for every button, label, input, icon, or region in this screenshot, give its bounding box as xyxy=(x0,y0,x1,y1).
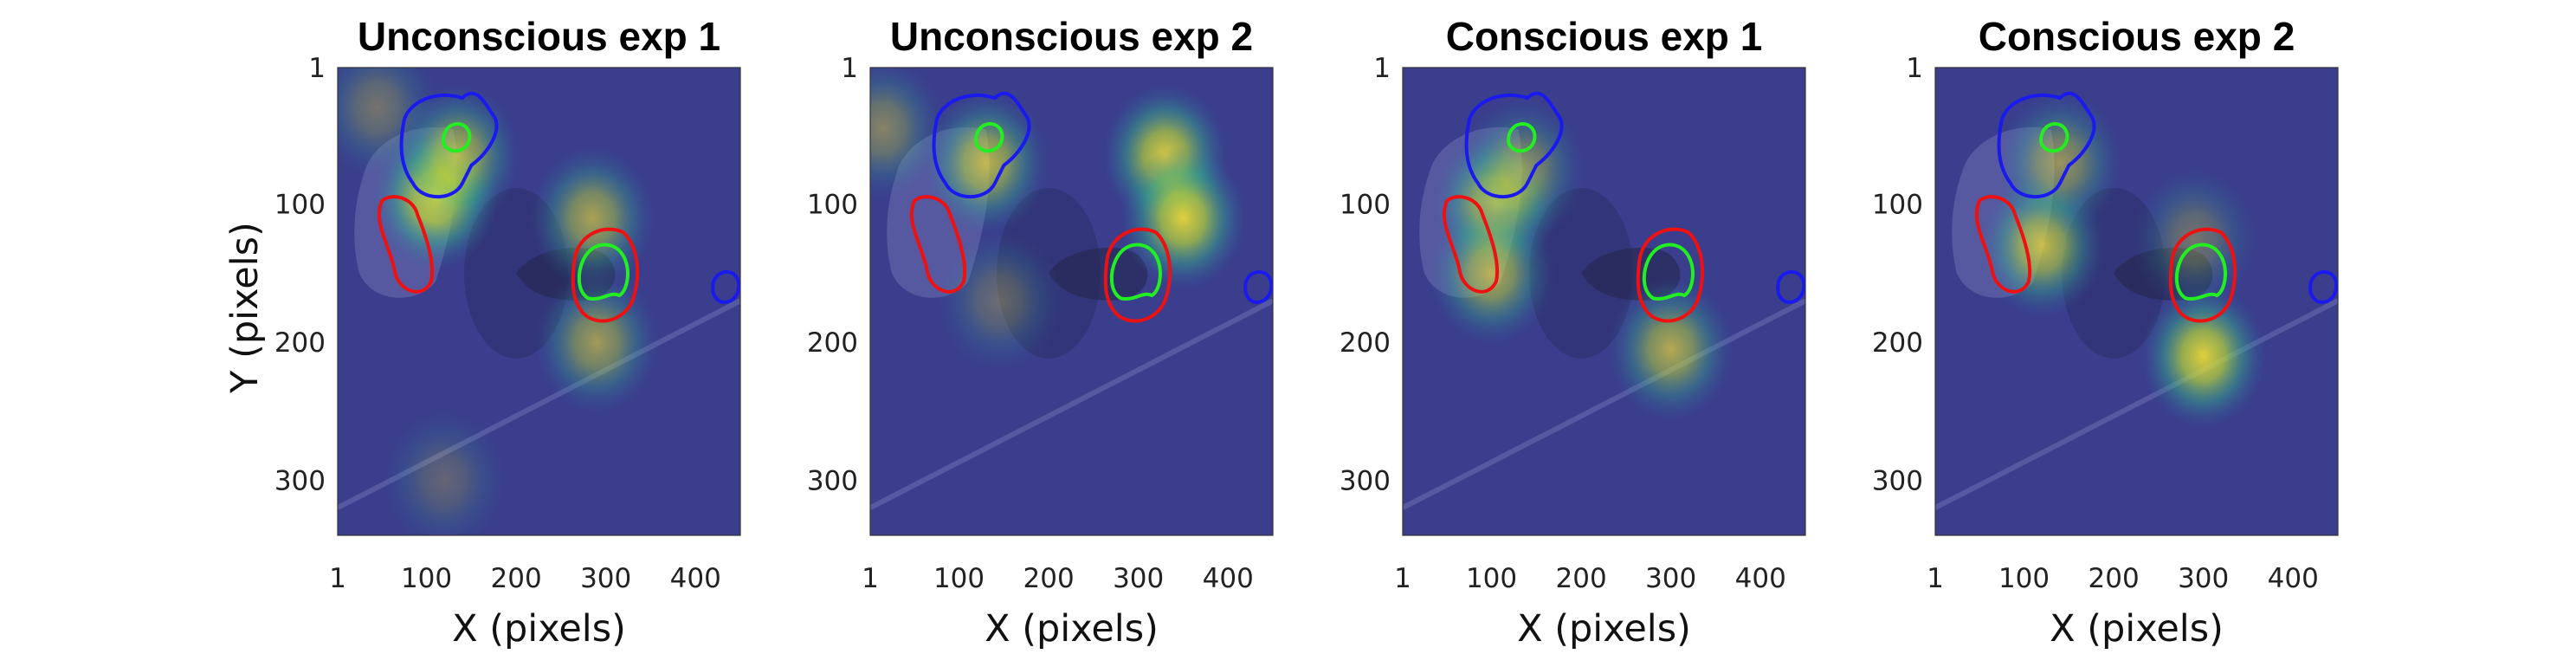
x-axis-label: X (pixels) xyxy=(985,607,1159,651)
roi-contour xyxy=(974,122,1004,153)
x-tick-label: 100 xyxy=(1466,563,1517,594)
y-tick-label: 200 xyxy=(274,327,326,359)
x-axis-label: X (pixels) xyxy=(1517,607,1691,651)
image-scene xyxy=(1935,91,2338,510)
x-tick-label: 300 xyxy=(580,563,631,594)
plot-border xyxy=(869,67,1274,536)
y-tick-label: 1 xyxy=(1373,53,1391,84)
y-tick-label: 300 xyxy=(1872,465,1923,496)
panel-title: Unconscious exp 2 xyxy=(890,14,1253,59)
scene-field-line xyxy=(870,298,1273,510)
x-tick-label: 1 xyxy=(1394,563,1411,594)
y-tick-label: 300 xyxy=(807,465,858,496)
x-tick-label: 200 xyxy=(1556,563,1607,594)
roi-contour xyxy=(1997,91,2096,199)
roi-contour xyxy=(377,195,435,294)
x-tick-label: 100 xyxy=(1998,563,2050,594)
y-tick-label: 100 xyxy=(1340,190,1391,221)
roi-contour xyxy=(1243,269,1273,304)
y-tick-label: 1 xyxy=(841,53,858,84)
y-tick-label: 1 xyxy=(308,53,326,84)
roi-contour xyxy=(442,122,472,153)
x-tick-label: 100 xyxy=(933,563,985,594)
x-tick-label: 400 xyxy=(1735,563,1786,594)
roi-contour xyxy=(1636,227,1705,323)
heat-hotspot xyxy=(2140,284,2267,428)
heat-hotspot xyxy=(381,408,507,535)
y-tick-label: 100 xyxy=(1872,190,1923,221)
y-tick-label: 300 xyxy=(1340,465,1391,496)
x-tick-label: 200 xyxy=(2089,563,2140,594)
x-tick-label: 200 xyxy=(491,563,542,594)
plot-border xyxy=(1934,67,2339,536)
x-tick-label: 300 xyxy=(2178,563,2229,594)
panel-title: Unconscious exp 1 xyxy=(358,14,720,59)
panel-1: Unconscious exp 1 1 100 200 300 400 1 100 200 300… xyxy=(274,14,741,651)
x-tick-label: 200 xyxy=(1023,563,1075,594)
y-tick-label: 200 xyxy=(1340,327,1391,359)
heat-hotspot xyxy=(533,270,660,414)
y-tick-label: 100 xyxy=(274,190,326,221)
image-scene xyxy=(1403,91,1805,510)
heat-hotspot xyxy=(1608,277,1734,421)
roi-contour xyxy=(1464,91,1564,199)
x-axis-label: X (pixels) xyxy=(452,607,626,651)
roi-contour xyxy=(571,227,640,323)
y-tick-label: 100 xyxy=(807,190,858,221)
heat-hotspot xyxy=(2131,166,2257,311)
heat-hotspot xyxy=(870,68,946,200)
roi-contour xyxy=(932,91,1031,199)
roi-contour xyxy=(577,243,629,301)
heat-hotspot xyxy=(936,229,1062,373)
heat-hotspot xyxy=(1997,91,2123,235)
x-tick-label: 400 xyxy=(670,563,721,594)
heat-hotspot xyxy=(1120,146,1246,290)
plot-border xyxy=(337,67,741,536)
y-tick-label: 200 xyxy=(807,327,858,359)
roi-contour xyxy=(2039,122,2069,153)
roi-contour xyxy=(2174,243,2227,301)
roi-contour xyxy=(1642,243,1695,301)
x-axis-label: X (pixels) xyxy=(2050,607,2224,651)
y-tick-label: 1 xyxy=(1906,53,1923,84)
image-scene xyxy=(870,68,1273,510)
panel-2: Unconscious exp 2 1 100 200 300 400 1 100 200 300… xyxy=(807,14,1274,651)
y-tick-label: 200 xyxy=(1872,327,1923,359)
x-tick-label: 300 xyxy=(1113,563,1164,594)
panel-title: Conscious exp 1 xyxy=(1446,14,1763,59)
roi-contour xyxy=(1776,269,1805,304)
roi-contour xyxy=(1507,122,1537,153)
panel-4: Conscious exp 2 1 100 200 300 400 1 100 200 300 X … xyxy=(1872,14,2339,651)
panel-3: Conscious exp 1 1 100 200 300 400 1 100 200 300 X … xyxy=(1340,14,1806,651)
roi-contour xyxy=(1103,227,1172,323)
panel-title: Conscious exp 2 xyxy=(1979,14,2295,59)
x-tick-label: 300 xyxy=(1645,563,1696,594)
x-tick-label: 400 xyxy=(2268,563,2319,594)
heat-hotspot xyxy=(923,91,1049,235)
roi-contour xyxy=(711,269,740,304)
x-tick-label: 100 xyxy=(401,563,452,594)
x-tick-label: 1 xyxy=(329,563,346,594)
roi-contour xyxy=(1442,195,1500,294)
plot-border xyxy=(1402,67,1806,536)
y-tick-label: 300 xyxy=(274,465,326,496)
roi-contour xyxy=(1974,195,2032,294)
scene-field-line xyxy=(1403,298,1805,510)
scene-field-line xyxy=(1935,298,2338,510)
heat-hotspot xyxy=(1460,98,1586,242)
roi-contour xyxy=(909,195,967,294)
roi-contour xyxy=(1109,243,1162,301)
x-tick-label: 1 xyxy=(1927,563,1944,594)
x-tick-label: 1 xyxy=(862,563,879,594)
scene-dog xyxy=(1049,247,1148,301)
heat-hotspot xyxy=(338,68,441,180)
roi-contour xyxy=(2308,269,2338,304)
y-axis-label: Y (pixels) xyxy=(223,222,267,394)
roi-contour xyxy=(2168,227,2237,323)
x-tick-label: 400 xyxy=(1203,563,1254,594)
image-scene xyxy=(338,68,740,535)
roi-contour xyxy=(399,91,499,199)
